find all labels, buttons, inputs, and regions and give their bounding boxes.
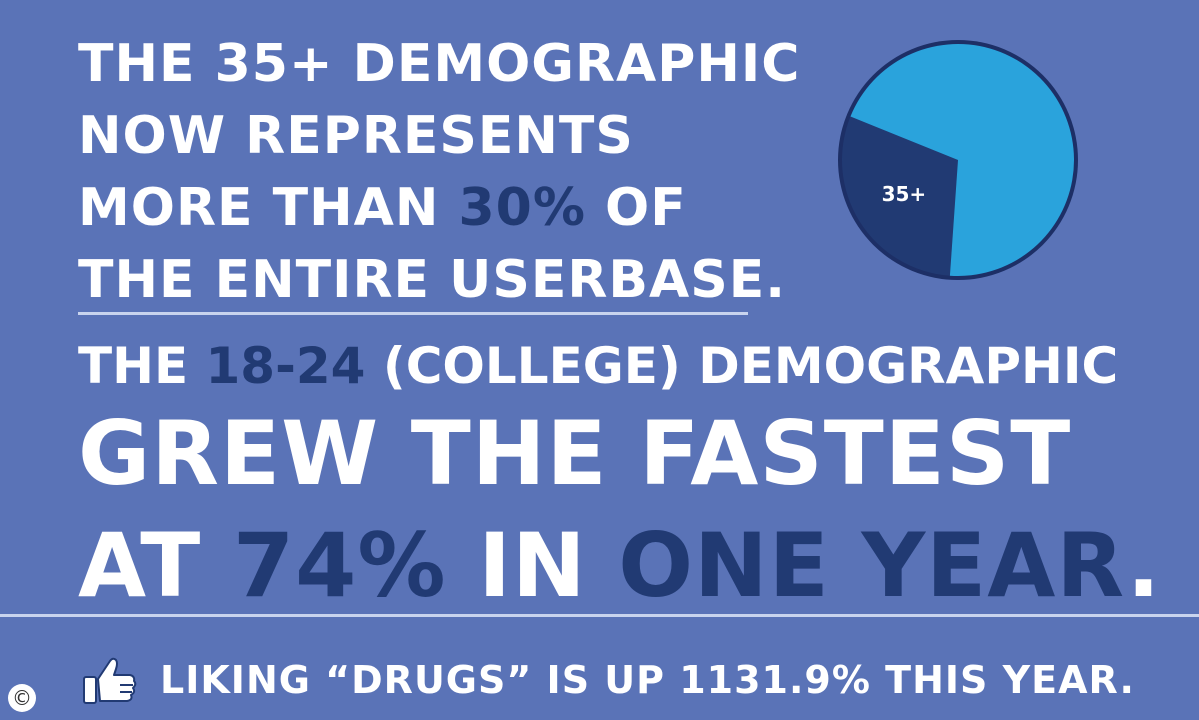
divider-top [78, 312, 748, 315]
headline1-line4: THE ENTIRE USERBASE. [78, 250, 786, 310]
headline2-line1: THE 18-24 (COLLEGE) DEMOGRAPHIC [78, 334, 1178, 398]
footer-stat: LIKING “DRUGS” IS UP 1131.9% THIS YEAR. [82, 652, 1135, 708]
pie-chart-svg: 35+ [838, 40, 1078, 280]
headline2-line1-post: (COLLEGE) DEMOGRAPHIC [365, 337, 1119, 395]
copyright-badge: © [8, 684, 36, 712]
highlight-74-percent: 74% [232, 514, 447, 617]
pie-chart: 35+ [828, 30, 1088, 290]
pie-slice-label: 35+ [882, 182, 927, 206]
highlight-30-percent: 30% [458, 178, 586, 238]
headline1-line3-post: OF [585, 178, 687, 238]
headline-18-24: THE 18-24 (COLLEGE) DEMOGRAPHIC GREW THE… [78, 334, 1178, 622]
highlight-one-year: ONE YEAR [618, 514, 1127, 617]
pie-slice-0 [842, 116, 958, 276]
divider-bottom [0, 614, 1199, 617]
highlight-18-24: 18-24 [205, 337, 366, 395]
thumbs-up-icon [82, 655, 138, 705]
footer-text: LIKING “DRUGS” IS UP 1131.9% THIS YEAR. [160, 658, 1135, 702]
headline1-line3-pre: MORE THAN [78, 178, 459, 238]
headline1-line3: MORE THAN 30% OF [78, 172, 778, 244]
pie-slice-1 [850, 43, 1074, 276]
headline2-line2: GREW THE FASTEST [78, 402, 1072, 505]
headline1-line2: NOW REPRESENTS [78, 106, 634, 166]
headline2-line1-pre: THE [78, 337, 206, 395]
headline2-line3-mid: IN [446, 514, 619, 617]
headline2-line3: AT 74% IN ONE YEAR. [78, 510, 1178, 622]
headline1-line1: THE 35+ DEMOGRAPHIC [78, 34, 801, 94]
headline-35-plus: THE 35+ DEMOGRAPHIC NOW REPRESENTS MORE … [78, 28, 801, 316]
headline2-line3-pre: AT [78, 514, 233, 617]
headline2-line3-post: . [1126, 514, 1162, 617]
